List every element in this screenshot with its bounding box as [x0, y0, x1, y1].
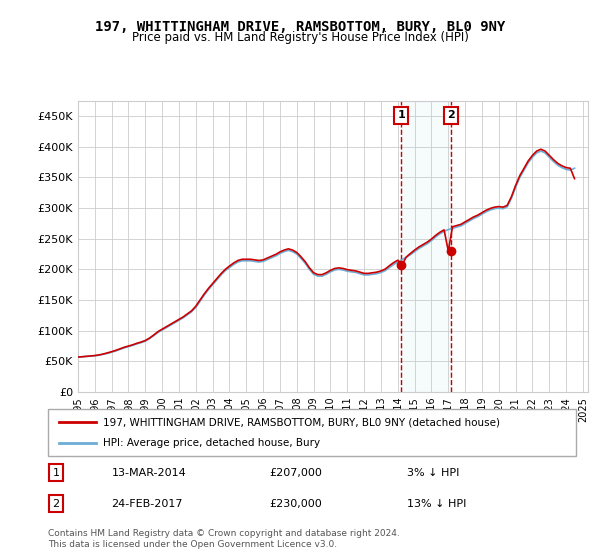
Text: Price paid vs. HM Land Registry's House Price Index (HPI): Price paid vs. HM Land Registry's House … — [131, 31, 469, 44]
Text: 2: 2 — [447, 110, 455, 120]
Text: 24-FEB-2017: 24-FEB-2017 — [112, 498, 183, 508]
Text: 1: 1 — [397, 110, 405, 120]
Text: HPI: Average price, detached house, Bury: HPI: Average price, detached house, Bury — [103, 438, 320, 448]
Text: £230,000: £230,000 — [270, 498, 323, 508]
Text: 197, WHITTINGHAM DRIVE, RAMSBOTTOM, BURY, BL0 9NY (detached house): 197, WHITTINGHAM DRIVE, RAMSBOTTOM, BURY… — [103, 417, 500, 427]
Text: 2: 2 — [52, 498, 59, 508]
FancyBboxPatch shape — [48, 409, 576, 456]
Text: 197, WHITTINGHAM DRIVE, RAMSBOTTOM, BURY, BL0 9NY: 197, WHITTINGHAM DRIVE, RAMSBOTTOM, BURY… — [95, 20, 505, 34]
Text: 13-MAR-2014: 13-MAR-2014 — [112, 468, 186, 478]
Text: £207,000: £207,000 — [270, 468, 323, 478]
Text: 1: 1 — [52, 468, 59, 478]
Text: 13% ↓ HPI: 13% ↓ HPI — [407, 498, 466, 508]
Bar — [401, 101, 451, 392]
Text: 3% ↓ HPI: 3% ↓ HPI — [407, 468, 460, 478]
Text: Contains HM Land Registry data © Crown copyright and database right 2024.
This d: Contains HM Land Registry data © Crown c… — [48, 529, 400, 549]
